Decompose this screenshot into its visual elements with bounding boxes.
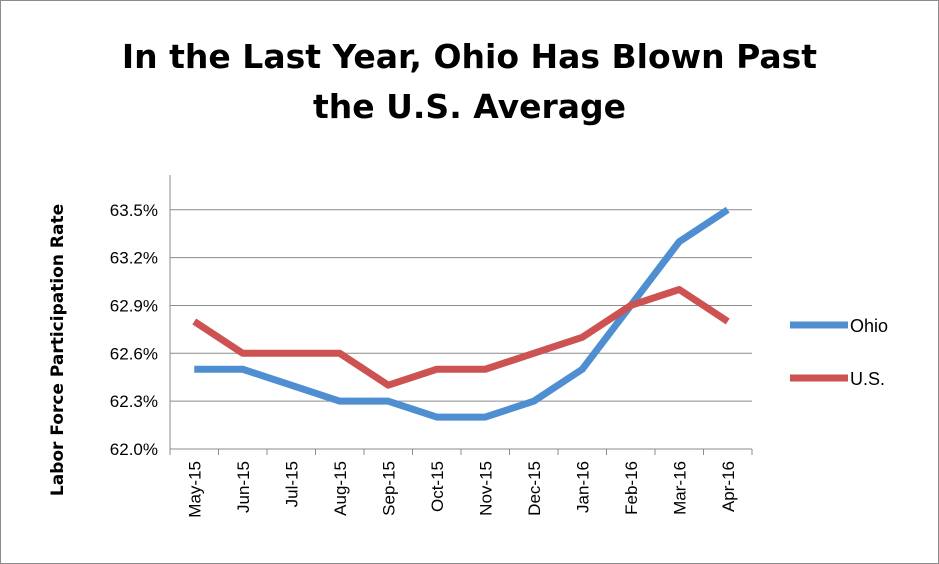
y-tick-label: 62.9% <box>110 296 158 315</box>
y-tick-label: 62.6% <box>110 344 158 363</box>
series-lines <box>192 206 730 421</box>
x-tick-label: May-15 <box>185 461 204 518</box>
y-tick-label: 62.3% <box>110 392 158 411</box>
x-tick-label: Mar-16 <box>670 461 689 515</box>
chart-title: In the Last Year, Ohio Has Blown Past th… <box>0 32 939 132</box>
chart-title-line2: the U.S. Average <box>312 87 627 126</box>
gridlines <box>170 209 752 402</box>
chart-title-line1: In the Last Year, Ohio Has Blown Past <box>121 37 818 76</box>
y-axis-label: Labor Force Participation Rate <box>48 204 68 496</box>
x-tick-label: Jan-16 <box>573 461 592 513</box>
legend: Ohio U.S. <box>790 316 888 389</box>
x-tick-label: Nov-15 <box>476 461 495 516</box>
x-tick-label: Aug-15 <box>331 461 350 516</box>
axes <box>169 175 753 455</box>
x-tick-label: Jul-15 <box>282 461 301 507</box>
x-tick-label: Sep-15 <box>379 461 398 516</box>
y-tick-label: 63.2% <box>110 249 158 268</box>
series-line-us <box>192 286 730 389</box>
x-tick-labels: May-15 Jun-15 Jul-15 Aug-15 Sep-15 Oct-15 Nov-… <box>185 461 738 518</box>
y-tick-labels: 62.0% 62.3% 62.6% 62.9% 63.2% 63.5% <box>110 201 158 459</box>
legend-label-us: U.S. <box>850 369 885 389</box>
x-tick-label: Jun-15 <box>234 461 253 513</box>
x-tick-label: Feb-16 <box>622 461 641 515</box>
x-tick-label: Oct-15 <box>428 461 447 512</box>
y-tick-label: 63.5% <box>110 201 158 220</box>
series-line-ohio <box>194 206 730 421</box>
legend-label-ohio: Ohio <box>850 316 888 336</box>
x-tick-label: Dec-15 <box>525 461 544 516</box>
x-tick-label: Apr-16 <box>719 461 738 512</box>
y-tick-label: 62.0% <box>110 440 158 459</box>
